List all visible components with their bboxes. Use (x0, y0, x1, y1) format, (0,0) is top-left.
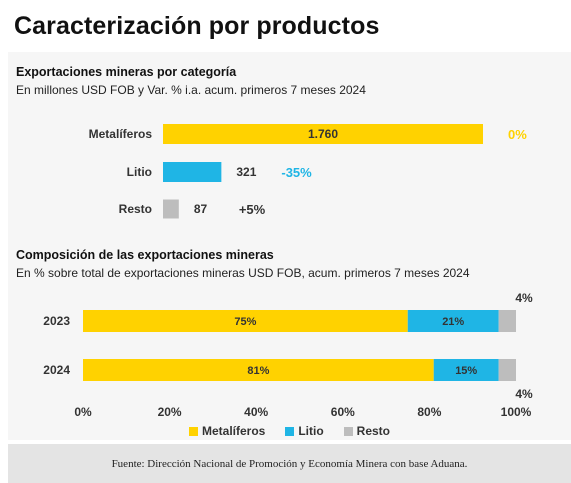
chart1-category-label: Metalíferos (89, 127, 153, 141)
legend-item-metaliferos: Metalíferos (188, 424, 266, 438)
chart1-value-label: 321 (236, 165, 256, 179)
chart1-bar (163, 124, 483, 144)
chart2-segment (433, 359, 499, 381)
chart2-segment (498, 359, 516, 381)
chart2-x-tick-label: 80% (417, 405, 441, 419)
chart2-segment (83, 359, 434, 381)
chart2-segment-label: 81% (247, 365, 269, 377)
legend-item-litio: Litio (285, 424, 324, 438)
chart-panel: Exportaciones mineras por categoría En m… (8, 52, 571, 440)
chart2-segment-label: 15% (455, 365, 477, 377)
legend-swatch-metaliferos (188, 426, 198, 436)
chart2-segment-label: 4% (515, 291, 533, 305)
legend-item-resto: Resto (343, 424, 391, 438)
chart2-category-label: 2024 (43, 363, 70, 377)
source-footer: Fuente: Dirección Nacional de Promoción … (8, 444, 571, 483)
chart1-title: Exportaciones mineras por categoría (16, 65, 237, 79)
chart1-value-label: 87 (194, 202, 208, 216)
page-title: Caracterización por productos (14, 12, 380, 40)
chart2-segment (407, 310, 499, 332)
chart2-x-tick-label: 100% (501, 405, 532, 419)
chart1-bar (163, 162, 222, 182)
legend-label-resto: Resto (356, 424, 391, 438)
chart1-bar (163, 199, 179, 219)
chart2-category-label: 2023 (43, 314, 70, 328)
chart2-segment (83, 310, 408, 332)
chart2-segment (498, 310, 516, 332)
chart2-x-tick-label: 20% (158, 405, 182, 419)
chart1-subtitle: En millones USD FOB y Var. % i.a. acum. … (16, 83, 366, 97)
legend-label-metaliferos: Metalíferos (201, 424, 266, 438)
chart1-change-label: +5% (239, 202, 266, 217)
chart2-subtitle: En % sobre total de exportaciones minera… (16, 266, 470, 280)
chart2-segment-label: 4% (515, 387, 533, 401)
legend-swatch-resto (343, 426, 353, 436)
chart2-legend: Metalíferos Litio Resto (8, 424, 571, 438)
charts-canvas: Metalíferos 1.760 0% Litio 321 -35% Resto 87 +5%… (43, 124, 533, 419)
chart1-change-label: -35% (281, 165, 312, 180)
chart2-x-tick-label: 40% (244, 405, 268, 419)
chart1-value-label: 1.760 (308, 127, 338, 141)
chart2-x-tick-label: 60% (331, 405, 355, 419)
chart2-x-tick-label: 0% (74, 405, 92, 419)
chart2-segment-label: 75% (234, 316, 256, 328)
chart2-title: Composición de las exportaciones mineras (16, 248, 274, 262)
chart1-change-label: 0% (508, 127, 527, 142)
chart2-segment-label: 21% (442, 316, 464, 328)
chart1-category-label: Resto (119, 202, 152, 216)
legend-swatch-litio (285, 426, 295, 436)
legend-label-litio: Litio (298, 424, 324, 438)
chart1-category-label: Litio (127, 165, 152, 179)
